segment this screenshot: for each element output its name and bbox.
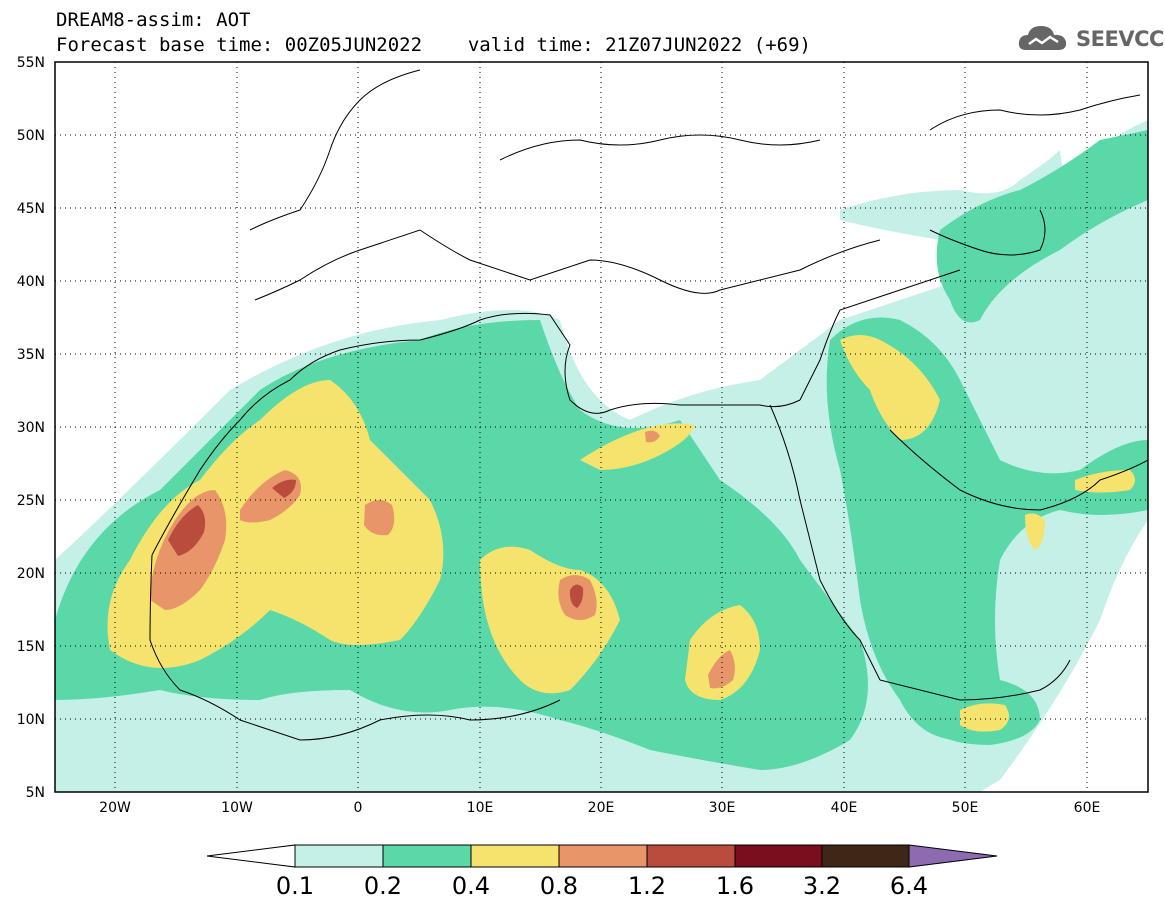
- colorbar-arrow-low: [206, 844, 296, 868]
- logo-text: SEEVCCC: [1076, 27, 1165, 51]
- lat-label: 40N: [17, 274, 45, 290]
- lon-label: 20E: [588, 800, 615, 816]
- lat-label: 5N: [26, 785, 45, 801]
- colorbar-label: 3.2: [803, 872, 841, 900]
- lon-label: 40E: [831, 800, 858, 816]
- lat-label: 25N: [17, 493, 45, 509]
- colorbar-label: 6.4: [890, 872, 928, 900]
- base-time: Forecast base time: 00Z05JUN2022: [56, 34, 423, 56]
- lon-label: 0: [354, 800, 363, 816]
- lon-label: 10W: [221, 800, 253, 816]
- model-title: DREAM8-assim: AOT: [56, 9, 251, 31]
- colorbar-label: 0.1: [276, 872, 314, 900]
- colorbar-swatch: [821, 844, 910, 868]
- colorbar-label: 0.4: [452, 872, 490, 900]
- colorbar-swatch: [734, 844, 823, 868]
- lat-label: 45N: [17, 201, 45, 217]
- valid-time: valid time: 21Z07JUN2022 (+69): [467, 34, 811, 56]
- coastlines: [149, 69, 1148, 741]
- lon-label: 60E: [1074, 800, 1101, 816]
- lat-label: 55N: [17, 55, 45, 71]
- lat-label: 35N: [17, 347, 45, 363]
- colorbar-swatch: [646, 844, 736, 868]
- lat-label: 20N: [17, 566, 45, 582]
- colorbar-label: 0.2: [364, 872, 402, 900]
- lon-label: 20W: [99, 800, 131, 816]
- lon-label: 30E: [709, 800, 736, 816]
- colorbar: [206, 844, 998, 868]
- colorbar-label: 1.2: [628, 872, 666, 900]
- lat-label: 50N: [17, 128, 45, 144]
- graticule: [55, 62, 1148, 792]
- colorbar-swatch: [382, 844, 472, 868]
- lat-label: 10N: [17, 712, 45, 728]
- colorbar-arrow-high: [908, 844, 998, 868]
- forecast-time-line: Forecast base time: 00Z05JUN2022 valid t…: [56, 35, 811, 55]
- colorbar-label: 1.6: [716, 872, 754, 900]
- lat-axis: 55N 50N 45N 40N 35N 30N 25N 20N 15N 10N …: [17, 55, 45, 801]
- colorbar-swatch: [294, 844, 384, 868]
- lon-label: 10E: [467, 800, 494, 816]
- colorbar-swatch: [470, 844, 560, 868]
- lat-label: 30N: [17, 420, 45, 436]
- aot-band-1.2: [168, 479, 584, 608]
- colorbar-swatch: [558, 844, 648, 868]
- lon-axis: 20W 10W 0 10E 20E 30E 40E 50E 60E: [99, 800, 1100, 816]
- colorbar-label: 0.8: [540, 872, 578, 900]
- lat-label: 15N: [17, 639, 45, 655]
- aot-contours: [55, 120, 1148, 792]
- seevccc-logo: SEEVCCC: [1016, 22, 1165, 56]
- plot-frame: [54, 61, 1149, 793]
- cloud-icon: [1018, 26, 1067, 50]
- lon-label: 50E: [952, 800, 979, 816]
- colorbar-labels: 0.1 0.2 0.4 0.8 1.2 1.6 3.2 6.4: [276, 872, 928, 900]
